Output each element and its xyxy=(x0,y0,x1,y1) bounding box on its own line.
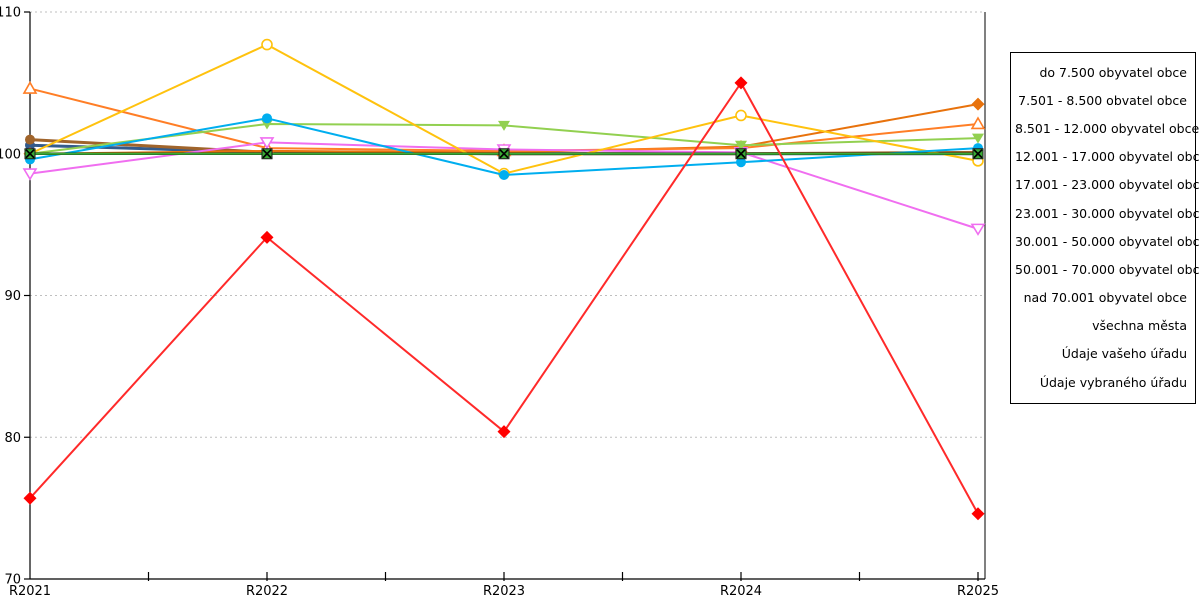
y-tick-label: 110 xyxy=(0,6,21,21)
x-tick-label: R2021 xyxy=(9,584,51,599)
legend: do 7.500 obyvatel obce 7.501 - 8.500 obva… xyxy=(1010,52,1200,404)
x-tick-label: R2025 xyxy=(957,584,999,599)
series-marker xyxy=(22,168,38,181)
y-tick-label: 90 xyxy=(4,289,21,304)
series-marker xyxy=(736,157,746,168)
y-tick-label: 100 xyxy=(0,147,21,162)
series-marker xyxy=(497,425,511,439)
series-marker-x xyxy=(499,149,509,159)
series-marker xyxy=(262,113,272,124)
legend-item: 12.001 - 17.000 obyvatel obce xyxy=(1015,149,1200,165)
series-marker xyxy=(971,507,985,521)
legend-item: 7.501 - 8.500 obvatel obce xyxy=(1018,92,1187,108)
line-chart: 70 80 90 100 110 R2021 R2022 R2023 R2024 R2025 xyxy=(0,6,999,600)
legend-item: 8.501 - 12.000 obyvatel obce xyxy=(1015,121,1200,137)
y-tick-label: 80 xyxy=(4,431,21,446)
series-marker xyxy=(498,120,510,131)
series-marker-x xyxy=(973,149,983,159)
legend-item: nad 70.001 obyvatel obce xyxy=(1023,290,1187,306)
series-marker xyxy=(971,97,985,111)
legend-item: 30.001 - 50.000 obyvatel obce xyxy=(1015,233,1200,249)
series-marker xyxy=(499,170,509,181)
legend-item: Údaje vašeho úřadu xyxy=(1061,346,1187,362)
series-marker-x xyxy=(25,149,35,159)
legend-item: do 7.500 obyvatel obce xyxy=(1039,64,1187,80)
x-tick-label: R2023 xyxy=(483,584,525,599)
x-tick-label: R2022 xyxy=(246,584,288,599)
series-marker xyxy=(261,38,273,51)
series-marker xyxy=(260,230,274,244)
series-marker xyxy=(734,76,748,90)
series-marker xyxy=(22,80,38,94)
legend-item: 17.001 - 23.000 obyvatel obce xyxy=(1015,177,1200,193)
legend-item: Údaje vybraného úřadu xyxy=(1039,374,1187,390)
series-marker xyxy=(23,491,37,505)
x-tick-label: R2024 xyxy=(720,584,762,599)
legend-item: všechna města xyxy=(1092,318,1187,334)
series-marker-x xyxy=(736,149,746,159)
series-marker xyxy=(970,223,986,236)
y-tick-label: 70 xyxy=(4,573,21,588)
legend-item: 50.001 - 70.000 obyvatel obce xyxy=(1015,261,1200,277)
series-marker xyxy=(735,109,747,122)
series-marker-x xyxy=(262,149,272,159)
legend-item: 23.001 - 30.000 obyvatel obce xyxy=(1015,205,1200,221)
series-marker xyxy=(735,140,747,151)
series-marker xyxy=(25,134,35,145)
series-marker xyxy=(970,116,986,130)
series-marker xyxy=(259,137,275,150)
series-marker xyxy=(972,133,984,144)
